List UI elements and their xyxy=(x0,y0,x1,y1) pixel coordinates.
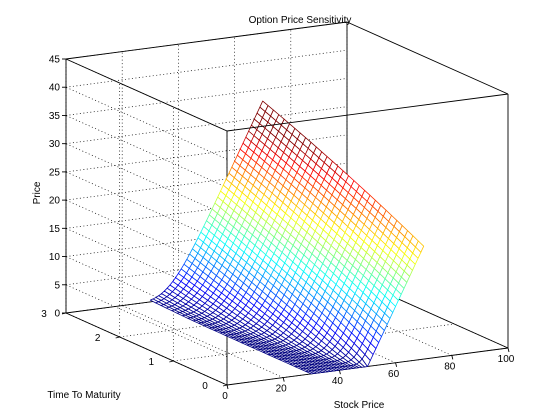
z-axis-label: Price xyxy=(32,181,43,204)
box-edge-front xyxy=(226,93,509,132)
z-tick-label: 0 xyxy=(54,309,60,320)
grid-line-back-z xyxy=(65,49,348,88)
grid-line-back-z xyxy=(65,78,348,116)
x-axis-label: Stock Price xyxy=(334,400,385,411)
y-tick-label: 3 xyxy=(41,309,47,320)
x-tick-label: 20 xyxy=(276,384,288,395)
x-tick-mark xyxy=(282,377,285,382)
y-tick-mark xyxy=(222,384,228,387)
x-tick-mark xyxy=(226,384,229,390)
y-tick-mark xyxy=(169,360,174,363)
z-tick-label: 20 xyxy=(49,196,61,207)
x-tick-mark xyxy=(507,347,510,353)
box-edge xyxy=(65,58,228,132)
grid-line-left-z xyxy=(65,228,228,301)
grid-line-left-z xyxy=(65,256,228,329)
y-tick-label: 2 xyxy=(95,333,101,344)
x-tick-label: 40 xyxy=(332,376,344,387)
x-tick-label: 100 xyxy=(498,354,515,365)
x-tick-mark xyxy=(338,370,341,375)
x-tick-label: 60 xyxy=(388,369,400,380)
x-tick-label: 80 xyxy=(444,361,456,372)
box-edge xyxy=(65,312,228,386)
grid-line-floor-x xyxy=(122,305,284,378)
box-edge-front xyxy=(346,21,509,95)
x-tick-label: 0 xyxy=(222,391,228,402)
grid-line-left-z xyxy=(65,115,228,188)
x-tick-mark xyxy=(451,355,454,360)
surface-mesh xyxy=(149,100,425,375)
grid-line-left-z xyxy=(65,284,228,358)
z-tick-label: 10 xyxy=(49,252,61,263)
y-tick-mark xyxy=(61,312,67,315)
z-tick-label: 40 xyxy=(49,83,61,94)
grid-line-left-z xyxy=(65,86,228,160)
axes-box-front xyxy=(226,21,509,348)
z-tick-label: 5 xyxy=(54,280,60,291)
chart-title: Option Price Sensitivity xyxy=(249,15,352,26)
y-tick-label: 1 xyxy=(149,357,155,368)
box-edge xyxy=(65,21,348,60)
tick-layer: 0 5 10 15 20 25 30 35 40 45 0 20 40 60 80 100 0 1 2 3 xyxy=(41,55,515,403)
grid-line-left-z xyxy=(65,171,228,245)
y-tick-label: 0 xyxy=(202,381,208,392)
x-tick-mark xyxy=(395,362,398,367)
z-tick-label: 45 xyxy=(49,55,61,66)
z-tick-label: 25 xyxy=(49,167,61,178)
grid-line-left-z xyxy=(65,143,228,216)
grid-line-left-z xyxy=(65,199,228,273)
surface-cell xyxy=(415,240,425,253)
z-tick-label: 30 xyxy=(49,139,61,150)
y-tick-mark xyxy=(115,336,120,339)
z-tick-label: 35 xyxy=(49,111,61,122)
z-tick-label: 15 xyxy=(49,224,61,235)
y-axis-label: Time To Maturity xyxy=(47,390,120,401)
